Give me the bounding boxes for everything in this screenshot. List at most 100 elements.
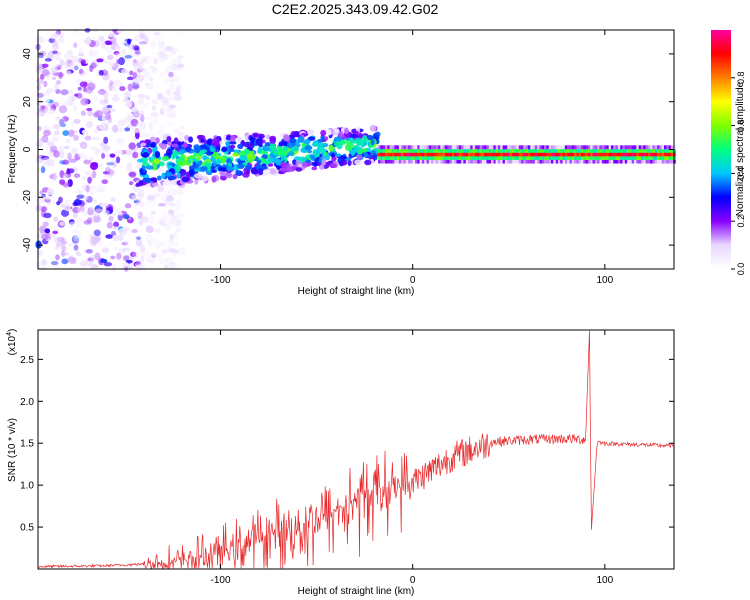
spectrogram-cell [557,148,561,153]
spectrogram-cell [606,159,609,164]
spectrogram-cell [532,156,536,160]
spectrogram-cell [664,148,667,153]
spectrogram-cell [465,159,469,164]
spectrogram-cell [176,171,181,179]
spectrogram-cell [124,55,133,59]
spectrogram-cell [620,156,623,160]
spectrogram-cell [491,156,494,160]
spectrogram-cell [592,156,596,160]
spectrogram-cell [58,105,68,114]
spectrogram-cell [412,148,416,153]
spectrogram-cell [444,159,448,164]
spectrogram-cell [562,156,566,160]
spectrogram-cell [158,45,166,53]
spectrogram-cell [458,159,462,164]
spectrogram-cell [634,156,637,160]
spectrogram-cell [497,152,501,157]
spectrogram-cell [516,159,520,164]
spectrogram-cell [71,239,80,245]
spectrogram-cell [333,141,341,147]
spectrogram-cell [405,156,409,160]
spectrogram-cell [657,159,660,164]
spectrogram-cell [440,152,443,157]
spectrogram-cell [52,55,61,62]
spectrogram-cell [643,148,646,153]
spectrogram-cell [102,145,111,151]
spectrogram-cell [398,159,402,164]
spectrogram-cell [122,255,130,262]
spectrogram-cell [484,156,487,160]
spectrogram-cell [110,36,117,44]
spectrogram-cell [527,152,531,157]
spectrogram-cell [171,251,179,258]
spectrogram-cell [516,156,520,160]
spectrogram-cell [96,58,104,63]
spectrogram-cell [78,47,84,55]
spectrogram-cell [150,116,159,124]
spectrogram-cell [495,159,499,164]
spectrogram-cell [389,159,393,164]
spectrogram-cell [158,260,165,264]
spectrogram-cell [245,133,250,141]
spectrogram-cell [177,131,185,137]
spectrogram-cell [340,159,348,166]
spectrogram-cell [227,162,233,168]
spectrogram-cell [201,175,209,182]
spectrogram-cell [629,148,633,153]
spectrogram-cell [85,86,93,94]
spectrogram-cell [640,148,644,153]
spectrogram-cell [137,189,145,197]
spectrogram-cell [594,145,598,150]
spectrogram-cell [232,149,240,154]
spectrogram-cell [426,152,430,157]
spectrogram-cell [171,153,176,160]
spectrogram-cell [106,46,113,54]
spectrogram-cell [57,36,65,44]
spectrogram-y-tick-label: 40 [22,48,33,60]
spectrogram-cell [153,158,161,165]
spectrogram-cell [35,240,42,249]
spectrogram-cell [73,235,82,239]
spectrogram-cell [58,71,63,79]
spectrogram-cell [65,70,72,76]
spectrogram-cell [456,156,460,160]
spectrogram-cell [170,121,176,127]
spectrogram-cell [463,145,467,150]
spectrogram-cell [137,94,146,98]
spectrogram-cell [68,221,75,228]
spectrogram-cell [154,53,161,57]
spectrogram-cell [110,212,117,216]
spectrogram-cell [585,145,589,150]
snr-x-tick-label: 0 [410,575,416,586]
spectrogram-cell [131,251,140,259]
spectrogram-cell [617,148,621,153]
spectrogram-cell [562,145,566,150]
spectrogram-cell [521,152,524,157]
spectrogram-cell [440,148,443,153]
spectrogram-cell [606,145,609,150]
spectrogram-cell [100,43,108,49]
spectrogram-cell [201,149,207,153]
spectrogram-cell [125,149,132,156]
spectrogram-cell [39,230,46,239]
spectrogram-cell [89,65,94,73]
spectrogram-cell [518,145,522,150]
spectrogram-cell [638,145,642,150]
spectrogram-cell [36,83,42,91]
spectrogram-cell [53,225,60,231]
spectrogram-cell [551,148,554,153]
spectrogram-cell [394,148,397,153]
spectrogram-cell [74,65,79,71]
spectrogram-cell [408,148,411,153]
spectrogram-cell [91,264,99,270]
spectrogram-cell [131,229,138,234]
spectrogram-cell [184,134,190,141]
spectrogram-cell [537,159,540,164]
spectrogram-cell [444,152,448,157]
spectrogram-cell [458,152,462,157]
spectrogram-cell [188,169,195,177]
spectrogram-cell [137,100,145,105]
spectrogram-cell [428,152,432,157]
spectrogram-cell [63,145,70,150]
spectrogram-cell [45,196,51,201]
